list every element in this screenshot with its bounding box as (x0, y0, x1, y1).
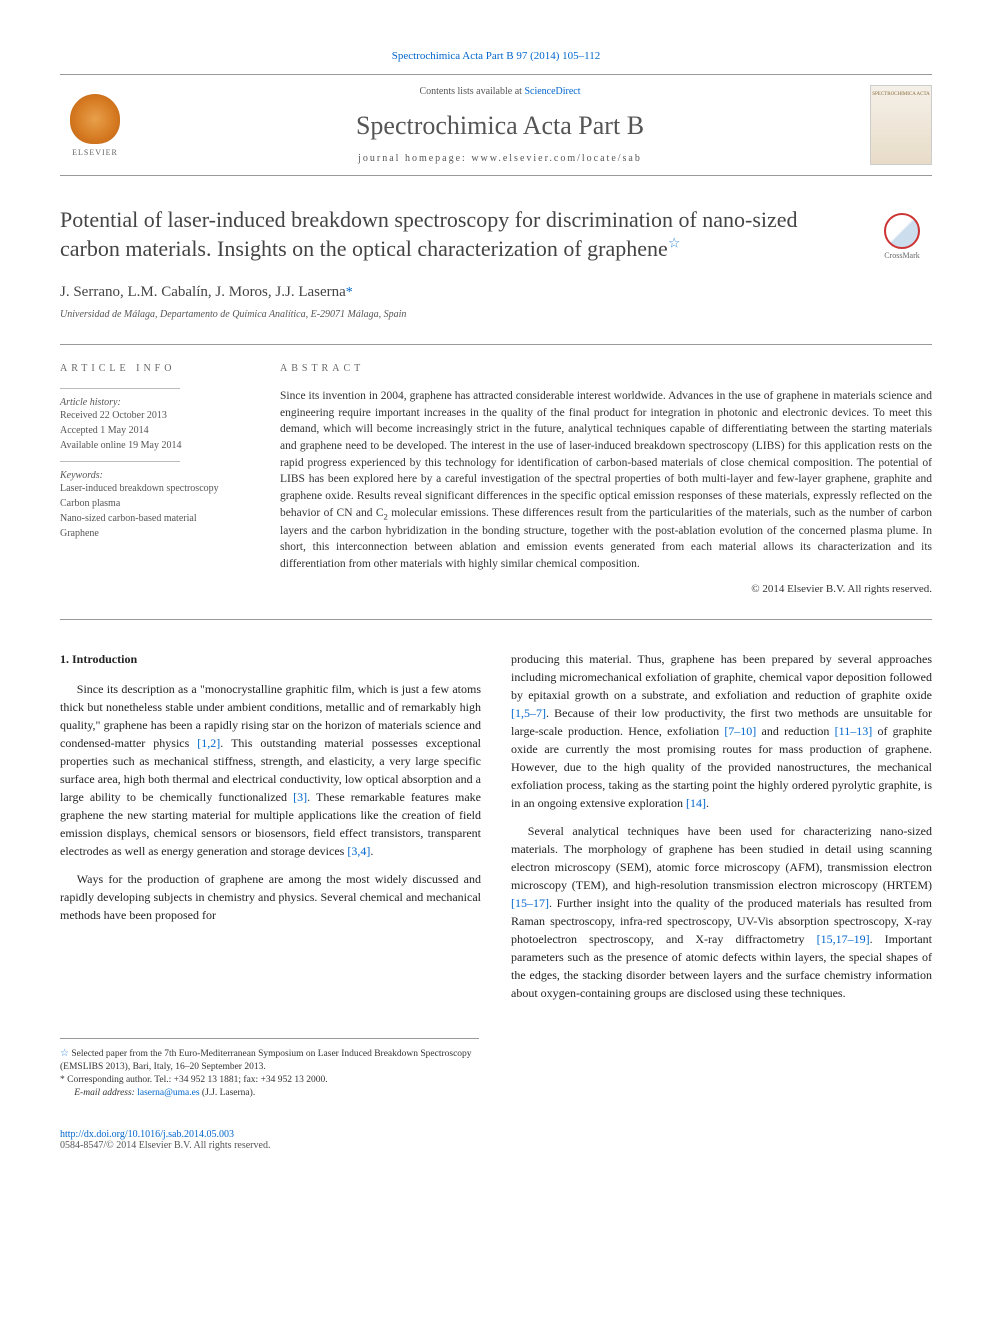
email-link[interactable]: laserna@uma.es (137, 1088, 199, 1098)
footnote-text: Selected paper from the 7th Euro-Mediter… (60, 1049, 472, 1072)
journal-cover-thumbnail[interactable]: SPECTROCHIMICA ACTA (870, 85, 932, 165)
footnote-email: E-mail address: laserna@uma.es (J.J. Las… (60, 1087, 479, 1100)
abstract-body-1: Since its invention in 2004, graphene ha… (280, 390, 932, 519)
paragraph-text: . (706, 796, 709, 810)
sciencedirect-link[interactable]: ScienceDirect (524, 86, 580, 97)
elsevier-logo[interactable]: ELSEVIER (60, 86, 130, 164)
cover-thumb-text: SPECTROCHIMICA ACTA (872, 92, 930, 98)
paragraph-text: Ways for the production of graphene are … (60, 872, 481, 922)
crossmark-label: CrossMark (884, 251, 920, 260)
journal-header: ELSEVIER Contents lists available at Sci… (60, 74, 932, 176)
keyword-item: Laser-induced breakdown spectroscopy (60, 481, 250, 496)
affiliation-line: Universidad de Málaga, Departamento de Q… (60, 309, 932, 320)
section-heading-introduction: 1. Introduction (60, 650, 481, 668)
footnote-marker-asterisk: * (60, 1075, 65, 1085)
abstract-heading: abstract (280, 363, 932, 374)
footnote-corresponding: * Corresponding author. Tel.: +34 952 13… (60, 1074, 479, 1087)
online-date: Available online 19 May 2014 (60, 438, 250, 453)
ref-link[interactable]: [7–10] (724, 724, 756, 738)
keyword-item: Nano-sized carbon-based material (60, 511, 250, 526)
contents-available-line: Contents lists available at ScienceDirec… (130, 86, 870, 97)
journal-homepage-line: journal homepage: www.elsevier.com/locat… (130, 153, 870, 164)
article-title: Potential of laser-induced breakdown spe… (60, 206, 852, 263)
ref-link[interactable]: [14] (686, 796, 706, 810)
article-info-block: article info Article history: Received 2… (60, 363, 280, 595)
homepage-url[interactable]: www.elsevier.com/locate/sab (471, 153, 642, 164)
title-footnote-marker[interactable]: ☆ (668, 236, 681, 251)
article-title-text: Potential of laser-induced breakdown spe… (60, 207, 798, 261)
author-names: J. Serrano, L.M. Cabalín, J. Moros, J.J.… (60, 284, 346, 300)
corresponding-author-marker[interactable]: * (346, 285, 353, 300)
homepage-label: journal homepage: (358, 153, 471, 164)
contents-label: Contents lists available at (419, 86, 524, 97)
authors-line: J. Serrano, L.M. Cabalín, J. Moros, J.J.… (60, 284, 932, 301)
ref-link[interactable]: [1,2] (197, 736, 220, 750)
body-paragraph: Several analytical techniques have been … (511, 822, 932, 1002)
keywords-label: Keywords: (60, 470, 250, 481)
email-tail: (J.J. Laserna). (200, 1088, 256, 1098)
body-paragraph: producing this material. Thus, graphene … (511, 650, 932, 812)
abstract-text: Since its invention in 2004, graphene ha… (280, 388, 932, 573)
info-divider (60, 388, 180, 389)
issn-copyright-line: 0584-8547/© 2014 Elsevier B.V. All right… (60, 1140, 932, 1151)
keyword-item: Graphene (60, 526, 250, 541)
doi-link[interactable]: http://dx.doi.org/10.1016/j.sab.2014.05.… (60, 1129, 234, 1140)
footnote-selected-paper: ☆ Selected paper from the 7th Euro-Medit… (60, 1047, 479, 1075)
publisher-name: ELSEVIER (72, 148, 118, 157)
paragraph-text: producing this material. Thus, graphene … (511, 652, 932, 702)
email-label: E-mail address: (74, 1088, 137, 1098)
footnote-marker-star: ☆ (60, 1048, 69, 1059)
info-divider (60, 461, 180, 462)
body-left-column: 1. Introduction Since its description as… (60, 650, 481, 1012)
received-date: Received 22 October 2013 (60, 408, 250, 423)
article-info-heading: article info (60, 363, 250, 374)
history-label: Article history: (60, 397, 250, 408)
ref-link[interactable]: [15–17] (511, 896, 549, 910)
body-paragraph: Since its description as a "monocrystall… (60, 680, 481, 860)
paragraph-text: and reduction (756, 724, 834, 738)
body-paragraph: Ways for the production of graphene are … (60, 870, 481, 924)
paragraph-text: . (370, 844, 373, 858)
abstract-block: abstract Since its invention in 2004, gr… (280, 363, 932, 595)
footnote-text: Corresponding author. Tel.: +34 952 13 1… (67, 1075, 328, 1085)
accepted-date: Accepted 1 May 2014 (60, 423, 250, 438)
crossmark-icon (884, 213, 920, 249)
ref-link[interactable]: [3,4] (347, 844, 370, 858)
abstract-copyright: © 2014 Elsevier B.V. All rights reserved… (280, 583, 932, 595)
footnotes-block: ☆ Selected paper from the 7th Euro-Medit… (60, 1038, 479, 1101)
doi-block: http://dx.doi.org/10.1016/j.sab.2014.05.… (60, 1129, 932, 1151)
journal-reference-line[interactable]: Spectrochimica Acta Part B 97 (2014) 105… (60, 50, 932, 62)
ref-link[interactable]: [11–13] (835, 724, 873, 738)
journal-title: Spectrochimica Acta Part B (130, 111, 870, 141)
paragraph-text: Several analytical techniques have been … (511, 824, 932, 892)
crossmark-badge[interactable]: CrossMark (872, 206, 932, 266)
body-right-column: producing this material. Thus, graphene … (511, 650, 932, 1012)
keyword-item: Carbon plasma (60, 496, 250, 511)
body-text-columns: 1. Introduction Since its description as… (60, 650, 932, 1012)
elsevier-tree-icon (70, 94, 120, 144)
ref-link[interactable]: [3] (293, 790, 307, 804)
ref-link[interactable]: [15,17–19] (817, 932, 870, 946)
ref-link[interactable]: [1,5–7] (511, 706, 546, 720)
